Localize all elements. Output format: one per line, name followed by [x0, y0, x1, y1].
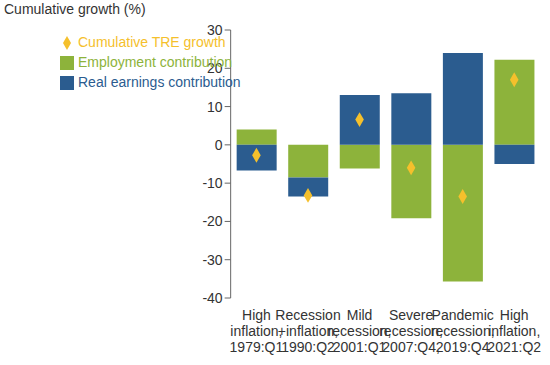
svg-text:-20: -20: [202, 213, 222, 229]
svg-text:20: 20: [207, 60, 223, 76]
svg-text:-30: -30: [202, 252, 222, 268]
svg-text:0: 0: [215, 137, 223, 153]
svg-text:Pandemicrecession,2019:Q4: Pandemicrecession,2019:Q4: [431, 307, 495, 355]
svg-text:-40: -40: [202, 290, 222, 306]
svg-text:10: 10: [207, 99, 223, 115]
svg-text:30: 30: [207, 22, 223, 38]
svg-text:Highinflation,2021:Q2: Highinflation,2021:Q2: [487, 307, 541, 355]
svg-text:-10: -10: [202, 175, 222, 191]
